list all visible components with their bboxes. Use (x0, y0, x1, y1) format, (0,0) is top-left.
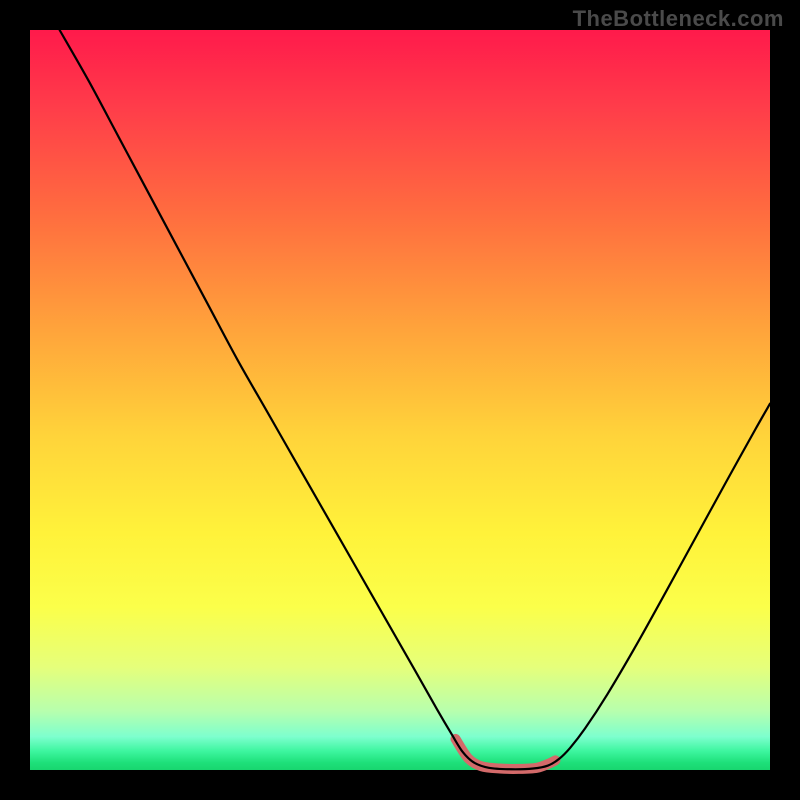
bottleneck-chart (0, 0, 800, 800)
plot-gradient-background (30, 30, 770, 770)
chart-frame: TheBottleneck.com (0, 0, 800, 800)
